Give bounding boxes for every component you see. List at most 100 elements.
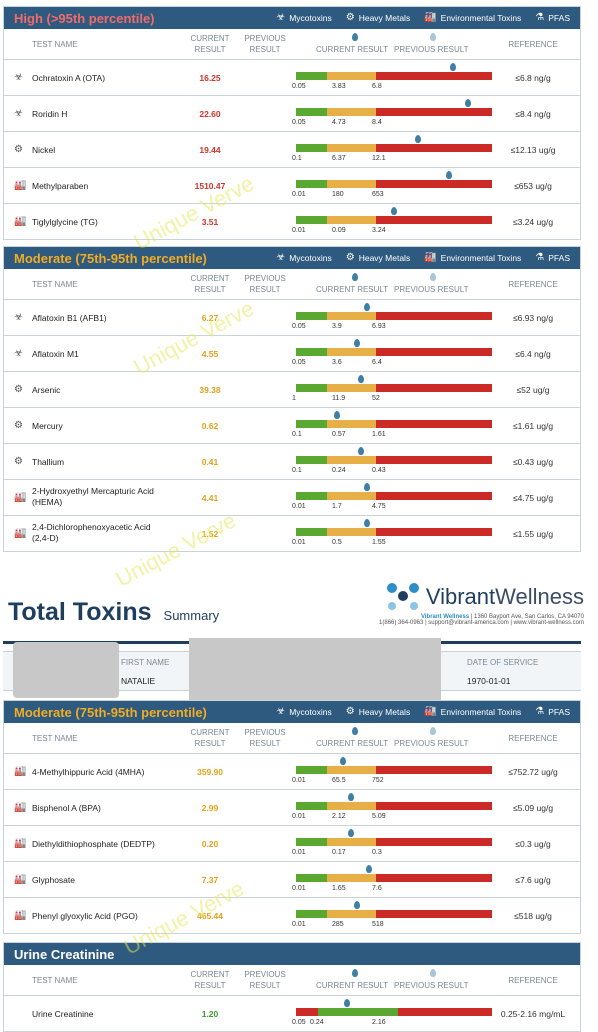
section-header: High (>95th percentile) ☣ Mycotoxins ⚙ Hea… <box>4 7 580 29</box>
tick-label: 3.83 <box>332 83 346 90</box>
table-row: Urine Creatinine 1.20 0.05 0.24 2.16 0.25-2.1… <box>4 996 580 1031</box>
tick-label: 4.75 <box>372 503 386 510</box>
range-bar <box>296 838 492 846</box>
range-bar <box>296 874 492 882</box>
tick-label: 0.01 <box>292 885 306 892</box>
reference-range: ≤1.61 ug/g <box>512 421 554 431</box>
test-name: Bisphenol A (BPA) <box>32 803 101 813</box>
tick-label: 0.05 <box>292 359 306 366</box>
tick-label: 752 <box>372 777 384 784</box>
report-subtitle: Summary <box>163 608 220 623</box>
section-header: Moderate (75th-95th percentile) ☣ Mycotox… <box>4 701 580 723</box>
tick-label: 0.24 <box>310 1019 324 1026</box>
factory-icon: 🏭 <box>14 766 27 777</box>
test-name: Diethyldithiophosphate (DEDTP) <box>32 839 155 849</box>
tick-label: 0.09 <box>332 227 346 234</box>
current-result: 39.38 <box>199 385 221 395</box>
legend-environmental-toxins: Environmental Toxins <box>440 13 522 23</box>
tick-label: 7.6 <box>372 885 382 892</box>
tick-label: 518 <box>372 921 384 928</box>
pfas-icon: ⚗ <box>535 252 545 263</box>
factory-icon: 🏭 <box>14 802 27 813</box>
current-result: 0.41 <box>201 457 219 467</box>
reference-range: ≤6.93 ng/g <box>512 313 554 323</box>
test-name: Urine Creatinine <box>32 1009 94 1019</box>
range-ticks: 0.1 6.37 12.1 <box>292 155 492 163</box>
current-result: 16.25 <box>199 73 221 83</box>
current-marker-icon <box>465 99 472 107</box>
range-ticks: 0.01 1.65 7.6 <box>292 885 492 893</box>
tick-label: 1 <box>292 395 296 402</box>
range-bar <box>296 108 492 116</box>
legend-pfas: PFAS <box>548 13 570 23</box>
range-ticks: 0.01 0.17 0.3 <box>292 849 492 857</box>
column-header: TEST NAME CURRENT RESULT PREVIOUS RESULT C… <box>4 29 580 60</box>
range-bar <box>296 528 492 536</box>
test-name: Aflatoxin B1 (AFB1) <box>32 313 107 323</box>
metal-icon: ⚙ <box>345 706 355 717</box>
moderate-section: Moderate (75th-95th percentile) ☣ Mycotox… <box>3 246 581 552</box>
range-bar <box>296 348 492 356</box>
current-marker-icon <box>357 447 364 455</box>
range-ticks: 0.01 0.09 3.24 <box>292 227 492 235</box>
current-result: 4.55 <box>201 349 219 359</box>
test-name: Mercury <box>32 421 63 431</box>
test-name: Arsenic <box>32 385 61 395</box>
legend-mycotoxins: Mycotoxins <box>289 13 332 23</box>
range-bar <box>296 766 492 774</box>
reference-range: ≤12.13 ug/g <box>510 145 556 155</box>
current-result: 1.20 <box>201 1009 219 1019</box>
current-marker-icon <box>357 375 364 383</box>
factory-icon: 🏭 <box>14 216 27 227</box>
factory-icon: 🏭 <box>14 180 27 191</box>
current-marker-icon <box>365 865 372 873</box>
current-marker-icon <box>391 207 397 215</box>
first-name-value: NATALIE <box>121 676 156 686</box>
table-row: 🏭 2-Hydroxyethyl Mercapturic Acid (HEMA) 4.… <box>4 480 580 516</box>
metal-icon: ⚙ <box>14 384 23 395</box>
tick-label: 0.1 <box>292 431 302 438</box>
biohazard-icon: ☣ <box>276 252 286 263</box>
current-marker-icon <box>414 135 421 143</box>
test-name: Aflatoxin M1 <box>32 349 79 359</box>
tick-label: 6.93 <box>372 323 386 330</box>
test-name: 2-Hydroxyethyl Mercapturic Acid (HEMA) <box>32 486 154 507</box>
previous-pin-icon <box>430 727 436 735</box>
current-result: 1510.47 <box>194 181 226 191</box>
factory-icon: 🏭 <box>14 910 27 921</box>
test-name: Glyphosate <box>32 875 75 885</box>
reference-range: ≤6.4 ng/g <box>515 349 551 359</box>
current-marker-icon <box>340 757 347 765</box>
section-title: Moderate (75th-95th percentile) <box>14 704 207 720</box>
biohazard-icon: ☣ <box>14 108 23 119</box>
redacted-box <box>13 642 119 698</box>
current-result: 7.37 <box>201 875 219 885</box>
table-row: ⚙ Thallium 0.41 0.1 0.24 0.43 ≤0.43 ug/g <box>4 444 580 480</box>
metal-icon: ⚙ <box>14 456 23 467</box>
factory-icon: 🏭 <box>424 252 437 263</box>
current-marker-icon <box>353 901 360 909</box>
pfas-icon: ⚗ <box>535 12 545 23</box>
tick-label: 0.01 <box>292 539 306 546</box>
factory-icon: 🏭 <box>14 492 27 503</box>
table-row: 🏭 2,4-Dichlorophenoxyacetic Acid (2,4-D) 1.… <box>4 516 580 551</box>
biohazard-icon: ☣ <box>14 72 23 83</box>
tick-label: 285 <box>332 921 344 928</box>
high-section: High (>95th percentile) ☣ Mycotoxins ⚙ Hea… <box>3 6 581 240</box>
reference-range: ≤518 ug/g <box>514 911 552 921</box>
range-bar <box>296 1008 492 1016</box>
category-legend: ☣ Mycotoxins ⚙ Heavy Metals 🏭 Environmental… <box>276 12 570 24</box>
table-row: ⚙ Mercury 0.62 0.1 0.57 1.61 ≤1.61 ug/g <box>4 408 580 444</box>
test-name: Tiglylglycine (TG) <box>32 217 98 227</box>
creatinine-section: Urine Creatinine TEST NAME CURRENT RESULT… <box>3 942 581 1032</box>
table-row: 🏭 Diethyldithiophosphate (DEDTP) 0.20 0.01 0… <box>4 826 580 862</box>
table-row: 🏭 4-Methylhippuric Acid (4MHA) 359.90 0.01 6… <box>4 754 580 790</box>
reference-range: ≤752.72 ug/g <box>508 767 558 777</box>
range-ticks: 0.01 180 653 <box>292 191 492 199</box>
current-result: 6.27 <box>201 313 219 323</box>
brand-name: VibrantWellness <box>425 584 584 609</box>
tick-label: 0.1 <box>292 467 302 474</box>
table-row: ⚙ Nickel 19.44 0.1 6.37 12.1 ≤12.13 ug/g <box>4 132 580 168</box>
reference-range: ≤5.09 ug/g <box>512 803 554 813</box>
range-ticks: 0.05 3.83 6.8 <box>292 83 492 91</box>
